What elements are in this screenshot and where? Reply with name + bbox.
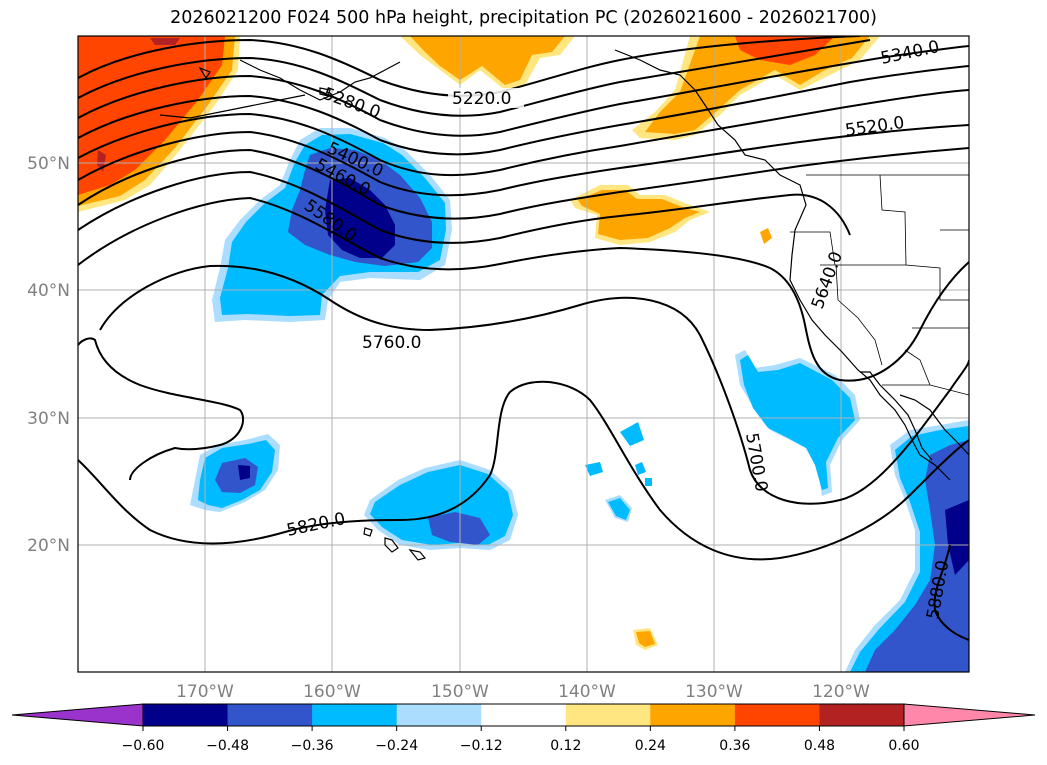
colorbar-cell (227, 704, 313, 726)
colorbar-tick-label: −0.24 (375, 738, 418, 754)
lon-tick-120w: 120°W (812, 682, 870, 702)
map-title: 2026021200 F024 500 hPa height, precipit… (170, 8, 877, 28)
colorbar-tick-label: −0.60 (122, 738, 165, 754)
colorbar-over-triangle (903, 703, 1036, 727)
colorbar-tick-label: 0.48 (804, 738, 835, 754)
contour-label-5220: 5220.0 (452, 89, 511, 109)
lat-tick-20n: 20°N (27, 536, 70, 556)
political-borders (790, 174, 969, 396)
colorbar-cell (143, 704, 229, 726)
colorbar-cell (396, 704, 482, 726)
lon-tick-140w: 140°W (558, 682, 616, 702)
colorbar-tick-label: 0.12 (550, 738, 581, 754)
colorbar-under-triangle (11, 703, 144, 727)
colorbar-cell (565, 704, 651, 726)
lon-tick-170w: 170°W (176, 682, 234, 702)
colorbar: −0.60 −0.48 −0.36 −0.24 −0.12 0.12 0.24 0.36 0.4… (11, 703, 1036, 754)
colorbar-tick-label: 0.36 (719, 738, 750, 754)
colorbar-tick-label: −0.48 (206, 738, 249, 754)
lat-tick-40n: 40°N (27, 281, 70, 301)
colorbar-cell (650, 704, 736, 726)
lon-tick-130w: 130°W (685, 682, 743, 702)
colorbar-tick-label: −0.12 (460, 738, 503, 754)
colorbar-tick-label: 0.24 (635, 738, 666, 754)
graticule (78, 36, 969, 672)
colorbar-cell (734, 704, 820, 726)
colorbar-cell (819, 704, 905, 726)
colorbar-cell (481, 704, 567, 726)
lon-tick-160w: 160°W (303, 682, 361, 702)
height-contours (78, 36, 969, 641)
lat-tick-30n: 30°N (27, 409, 70, 429)
lon-tick-150w: 150°W (431, 682, 489, 702)
colorbar-tick-label: −0.36 (291, 738, 334, 754)
contour-label-5760: 5760.0 (362, 333, 421, 353)
colorbar-cell (312, 704, 398, 726)
map-frame (77, 35, 970, 673)
lat-tick-50n: 50°N (27, 154, 70, 174)
map-area (78, 36, 969, 672)
colorbar-tick-label: 0.60 (888, 738, 919, 754)
